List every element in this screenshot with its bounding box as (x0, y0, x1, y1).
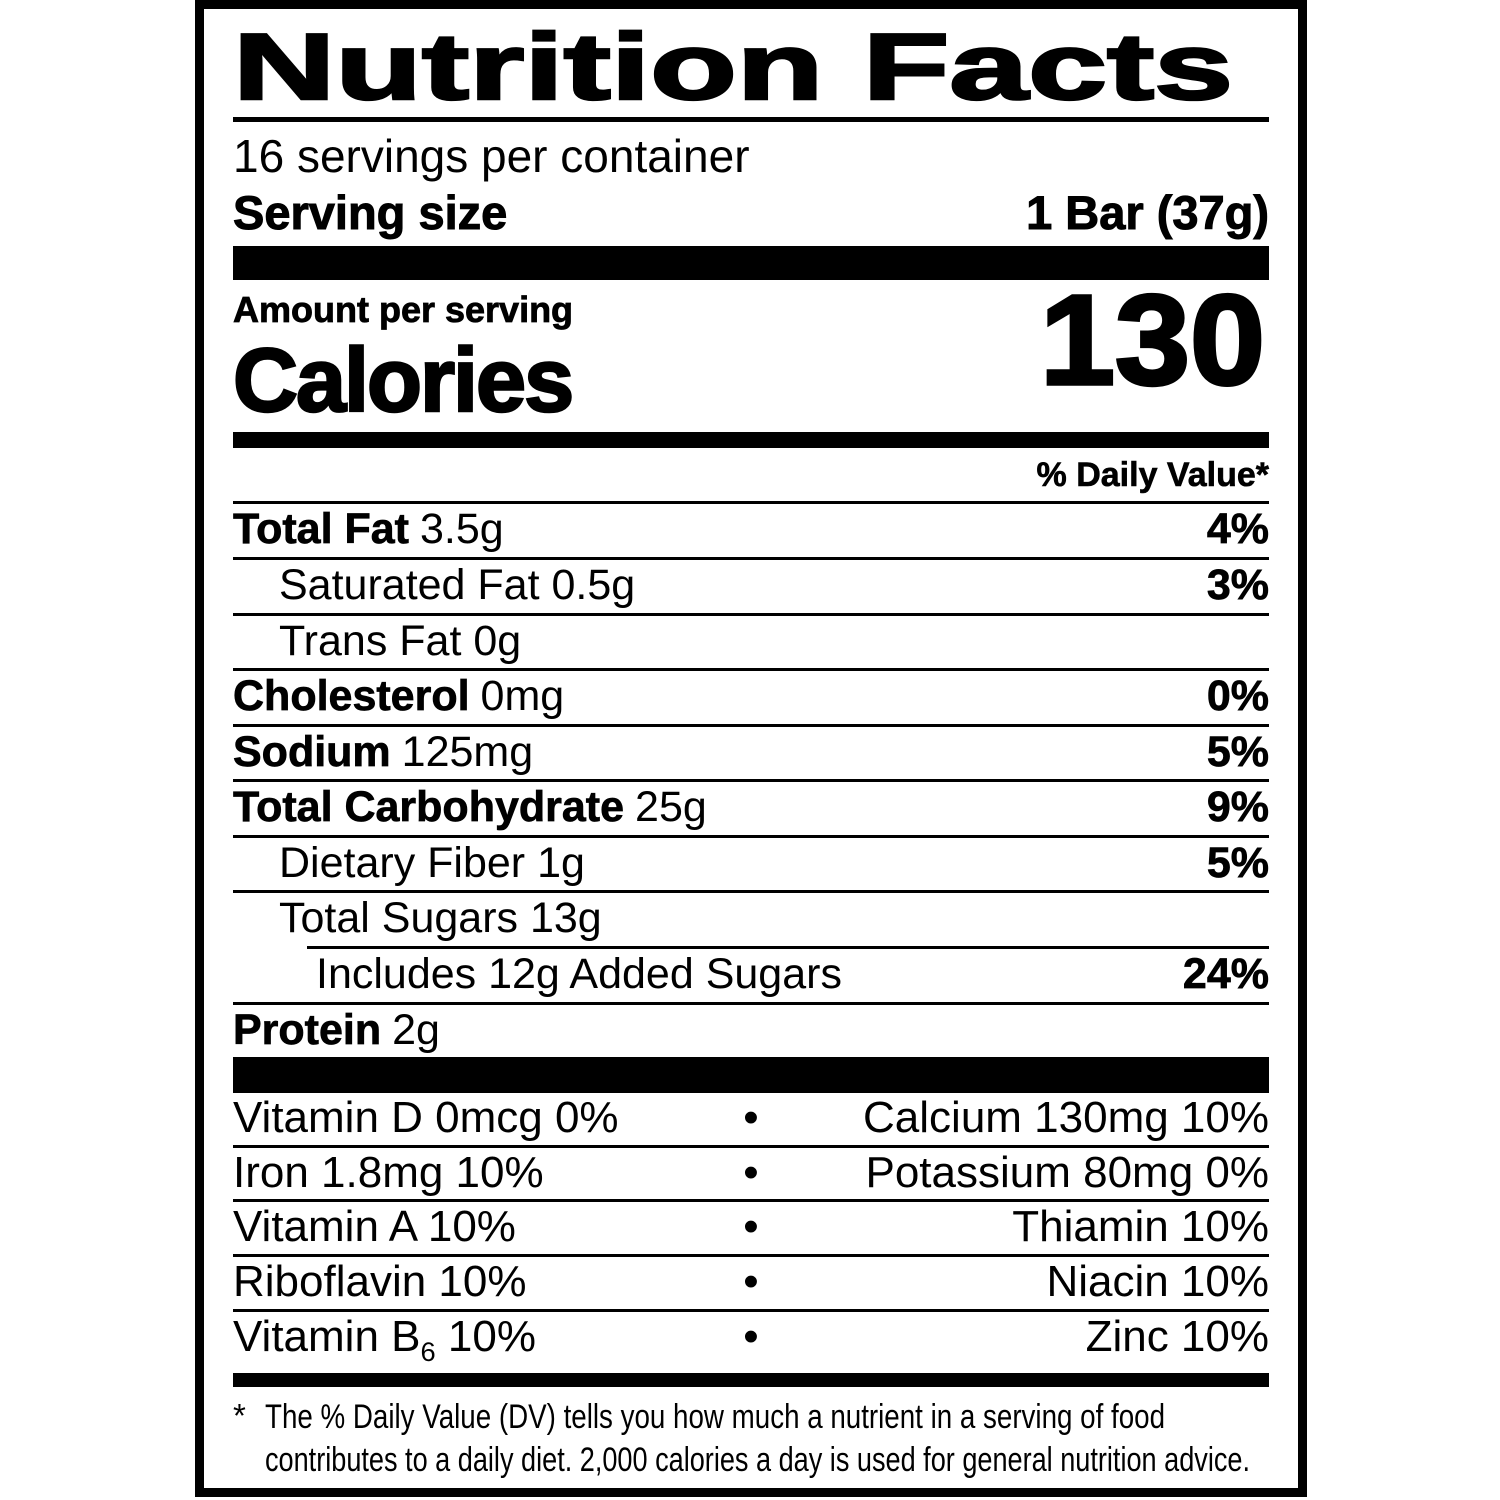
nutrient-percent: 9% (1206, 783, 1269, 832)
vitamin-b6-subscript: 6 (420, 1335, 436, 1367)
micronutrient-row-5: Vitamin B6 10% • Zinc 10% (233, 1308, 1269, 1370)
vitamin-b6-suffix: 10% (435, 1311, 536, 1361)
micronutrient-left: Vitamin B6 10% (233, 1311, 701, 1367)
footnote-divider-bar (233, 1373, 1269, 1388)
micronutrient-row-1: Vitamin D 0mcg 0% • Calcium 130mg 10% (233, 1093, 1269, 1145)
nutrient-percent: 0% (1206, 672, 1269, 721)
micronutrient-right: Calcium 130mg 10% (863, 1093, 1269, 1143)
footnote-asterisk: * (233, 1397, 246, 1435)
micronutrient-row-3: Vitamin A 10% • Thiamin 10% (233, 1199, 1269, 1254)
nutrient-percent: 4% (1206, 505, 1269, 554)
nutrient-row-dietary-fiber: Dietary Fiber 1g 5% (233, 834, 1269, 891)
nutrient-row-cholesterol: Cholesterol 0mg 0% (233, 668, 1269, 724)
nutrient-amount: Includes 12g Added Sugars (316, 949, 842, 998)
micronutrient-left: Riboflavin 10% (233, 1257, 527, 1306)
title-divider (233, 117, 1269, 122)
nutrient-row-trans-fat: Trans Fat 0g (233, 612, 1269, 669)
micronutrient-right: Niacin 10% (1046, 1257, 1269, 1306)
nutrient-amount: Dietary Fiber 1g (279, 838, 585, 887)
micronutrient-row-2: Iron 1.8mg 10% • Potassium 80mg 0% (233, 1144, 1269, 1200)
daily-value-header: % Daily Value* (233, 448, 1269, 505)
micronutrient-left: Vitamin A 10% (233, 1202, 516, 1252)
vitamin-b6-prefix: Vitamin B (233, 1311, 421, 1361)
nutrient-amount: 3.5g (419, 505, 504, 554)
nutrient-row-added-sugars: Includes 12g Added Sugars 24% (307, 945, 1270, 1002)
nutrient-amount: Total Sugars 13g (279, 894, 602, 943)
micronutrient-right: Zinc 10% (1085, 1311, 1269, 1361)
nutrition-facts-panel: Nutrition Facts 16 servings per containe… (195, 0, 1307, 1497)
nutrient-percent: 24% (1182, 949, 1270, 998)
nutrient-row-sodium: Sodium 125mg 5% (233, 723, 1269, 780)
nutrient-name: Protein (233, 1005, 382, 1054)
micronutrient-left: Vitamin D 0mcg 0% (233, 1093, 619, 1143)
daily-value-footnote: * The % Daily Value (DV) tells you how m… (233, 1395, 1269, 1483)
nutrition-facts-title-text: Nutrition Facts (233, 21, 1233, 113)
footnote-line-1: The % Daily Value (DV) tells you how muc… (265, 1398, 1165, 1436)
page-title: Nutrition Facts (233, 21, 1234, 113)
nutrient-name: Cholesterol (233, 672, 470, 721)
micronutrient-right: Thiamin 10% (1012, 1202, 1269, 1252)
svg-text:The % Daily Value (DV) tells y: The % Daily Value (DV) tells you how muc… (265, 1398, 1165, 1436)
nutrient-name: Sodium (233, 727, 391, 776)
calories-section: Amount per serving Calories 130 (232, 288, 1269, 427)
nutrient-percent: 5% (1206, 727, 1269, 776)
nutrient-row-saturated-fat: Saturated Fat 0.5g 3% (233, 556, 1269, 613)
nutrient-amount: Trans Fat 0g (279, 616, 522, 665)
footnote-text: The % Daily Value (DV) tells you how muc… (265, 1395, 1257, 1483)
micronutrient-row-4: Riboflavin 10% • Niacin 10% (233, 1254, 1269, 1309)
thick-bar-middle (233, 1057, 1269, 1094)
nutrient-percent: 3% (1206, 560, 1269, 609)
bullet-separator: • (743, 1311, 759, 1361)
calories-divider-bar (233, 432, 1269, 449)
footnote-line-2: contributes to a daily diet. 2,000 calor… (265, 1441, 1250, 1479)
nutrient-row-protein: Protein 2g (233, 1001, 1269, 1058)
nutrient-name: Total Fat (233, 505, 410, 554)
svg-text:contributes to a daily diet. 2: contributes to a daily diet. 2,000 calor… (265, 1441, 1250, 1479)
amount-per-serving-label: Amount per serving (233, 289, 574, 331)
nutrient-row-total-fat: Total Fat 3.5g 4% (233, 504, 1270, 557)
serving-size-row: Serving size 1 Bar (37g) (232, 185, 1270, 240)
micronutrient-right: Potassium 80mg 0% (865, 1147, 1269, 1197)
thick-bar-top (233, 246, 1269, 281)
bullet-separator: • (743, 1147, 759, 1197)
nutrient-row-total-sugars: Total Sugars 13g (233, 890, 1269, 946)
nutrient-row-total-carbohydrate: Total Carbohydrate 25g 9% (233, 779, 1269, 835)
nutrient-amount: 2g (392, 1005, 440, 1054)
nutrient-name: Total Carbohydrate (233, 783, 625, 832)
nutrient-amount: 0mg (480, 672, 565, 721)
servings-per-container: 16 servings per container (233, 130, 750, 182)
serving-size-label: Serving size (232, 185, 508, 239)
calories-value-graphic: 130 (1038, 288, 1267, 390)
nutrient-percent: 5% (1206, 838, 1269, 887)
bullet-separator: • (743, 1257, 759, 1306)
nutrient-amount: 125mg (401, 727, 534, 776)
micronutrient-left: Iron 1.8mg 10% (233, 1147, 544, 1197)
calories-label: Calories (232, 330, 576, 431)
bullet-separator: • (743, 1093, 759, 1143)
bullet-separator: • (743, 1202, 759, 1252)
serving-size-value: 1 Bar (37g) (1026, 185, 1270, 239)
calories-value: 130 (1040, 288, 1265, 390)
nutrient-amount: 25g (635, 783, 707, 832)
nutrient-amount: Saturated Fat 0.5g (279, 560, 636, 609)
